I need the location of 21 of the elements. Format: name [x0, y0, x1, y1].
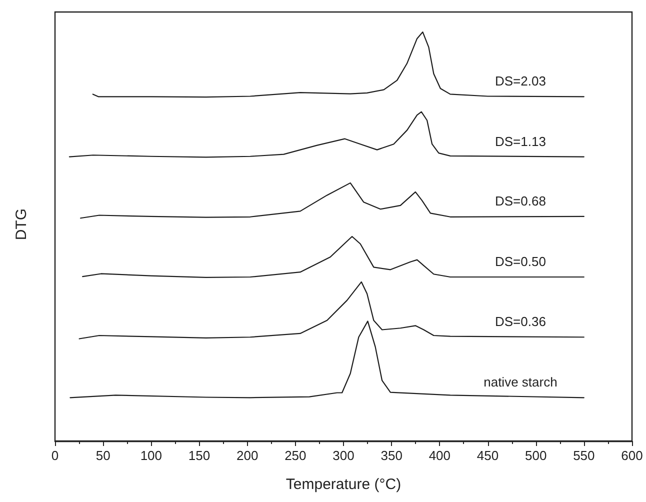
series-label: DS=0.36 — [494, 314, 546, 330]
x-tick-label: 550 — [573, 448, 595, 463]
x-tick-label: 100 — [140, 448, 162, 463]
x-tick-label: 500 — [524, 448, 547, 463]
series-label: DS=1.13 — [494, 134, 546, 149]
x-tick-label: 450 — [476, 448, 499, 463]
x-tick-label: 400 — [428, 448, 451, 463]
series-label: DS=2.03 — [494, 74, 546, 89]
x-tick-label: 250 — [284, 448, 306, 463]
x-tick-label: 300 — [332, 448, 354, 463]
x-axis-title: Temperature (°C) — [286, 476, 402, 493]
x-tick-label: 0 — [51, 448, 59, 463]
y-axis-title: DTG — [13, 208, 30, 240]
x-tick-label: 600 — [621, 448, 643, 463]
series-label: DS=0.50 — [494, 254, 546, 270]
series-label: native starch — [484, 374, 558, 390]
x-tick-label: 150 — [188, 448, 210, 463]
series-label: DS=0.68 — [494, 193, 546, 208]
x-tick-label: 50 — [96, 448, 110, 463]
x-tick-label: 350 — [380, 448, 402, 463]
x-tick-label: 200 — [236, 448, 258, 463]
